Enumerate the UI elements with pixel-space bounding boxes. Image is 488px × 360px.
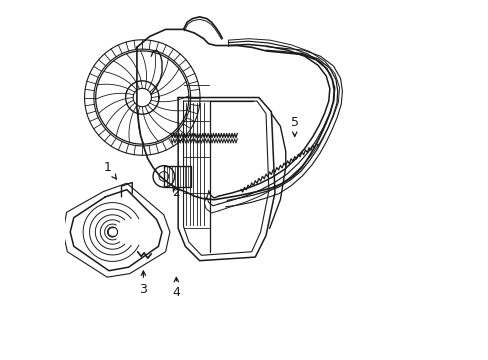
- Text: 4: 4: [172, 278, 180, 300]
- Text: 5: 5: [290, 116, 298, 136]
- Text: 1: 1: [103, 161, 116, 179]
- Text: 3: 3: [139, 271, 147, 296]
- Text: 2: 2: [172, 186, 180, 199]
